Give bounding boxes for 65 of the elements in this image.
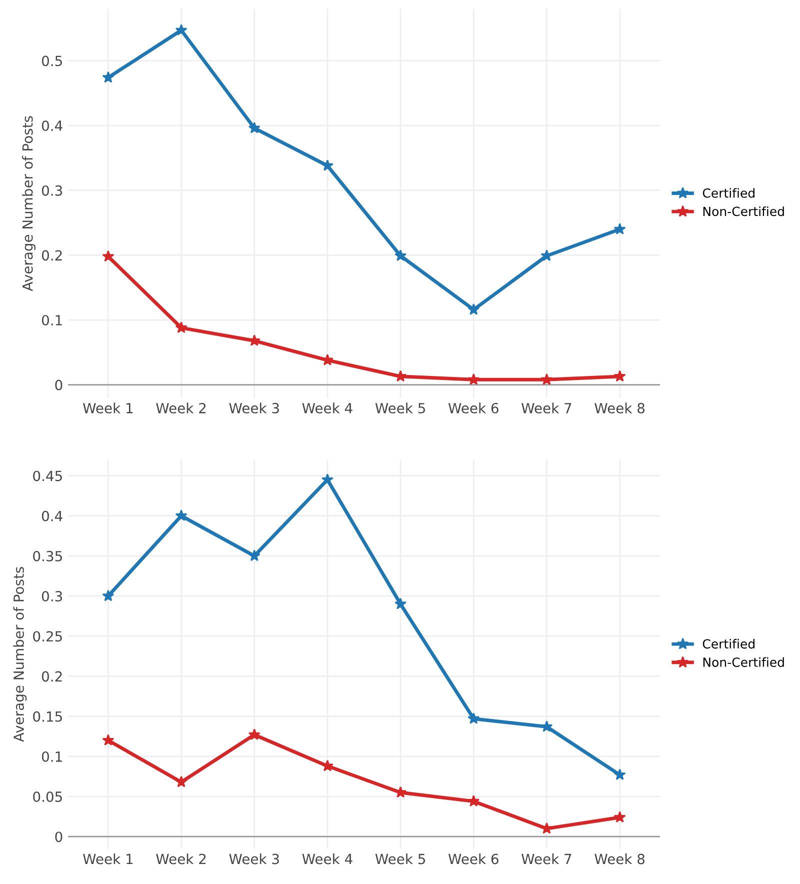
y-axis-title: Average Number of Posts (13, 566, 27, 742)
x-tick-label: Week 4 (302, 402, 352, 414)
point (102, 250, 114, 262)
y-tick-label: 0.4 (42, 120, 62, 131)
point (468, 712, 480, 724)
y-tick-label: 0.15 (33, 711, 62, 722)
legend-label: Non-Certified (703, 657, 784, 667)
point (614, 223, 626, 234)
y-tick-label: 0.3 (42, 590, 62, 602)
point (468, 795, 480, 807)
point (321, 473, 334, 485)
legend-label: Non-Certified (703, 206, 784, 216)
point (248, 334, 260, 346)
x-tick-label: Week 7 (522, 854, 572, 864)
point (102, 590, 114, 602)
x-tick-label: Week 6 (448, 402, 498, 414)
y-tick-label: 0.25 (33, 631, 62, 642)
x-tick-label: Week 4 (302, 854, 352, 864)
y-tick-label: 0.2 (42, 671, 62, 682)
point (614, 768, 626, 780)
y-axis-title: Average Number of Posts (22, 116, 36, 292)
point (540, 720, 553, 732)
x-tick-label: Week 3 (229, 854, 279, 864)
y-tick-label: 0.2 (42, 250, 62, 261)
x-tick-label: Week 6 (448, 854, 498, 864)
y-tick-label: 0 (55, 380, 62, 390)
point (540, 373, 553, 385)
point (614, 811, 626, 823)
point (175, 322, 188, 333)
y-tick-label: 0.1 (42, 751, 62, 762)
x-tick-label: Week 7 (522, 402, 572, 414)
y-tick-label: 0.5 (42, 56, 62, 66)
x-tick-label: Week 1 (83, 854, 133, 864)
y-tick-label: 0.1 (42, 314, 62, 326)
x-tick-label: Week 5 (375, 854, 425, 864)
legend-label: Certified (702, 638, 754, 649)
point (468, 373, 480, 385)
x-tick-label: Week 5 (375, 402, 425, 414)
point (394, 598, 407, 610)
y-tick-label: 0.35 (33, 550, 62, 562)
point (102, 734, 114, 746)
x-tick-label: Week 3 (229, 402, 279, 414)
point (248, 122, 260, 134)
legend-label: Certified (702, 188, 754, 198)
y-tick-label: 0.3 (42, 185, 62, 196)
x-tick-label: Week 1 (83, 402, 133, 414)
point (614, 370, 626, 382)
y-tick-label: 0.4 (42, 510, 62, 522)
point (394, 250, 407, 262)
y-tick-label: 0.05 (33, 791, 62, 802)
y-tick-label: 0 (55, 832, 62, 842)
x-tick-label: Week 8 (594, 854, 644, 864)
point (321, 159, 334, 171)
point (468, 303, 480, 315)
point (248, 550, 260, 562)
y-tick-label: 0.45 (33, 470, 62, 482)
x-tick-label: Week 2 (156, 854, 206, 864)
point (175, 24, 188, 36)
x-tick-label: Week 2 (156, 402, 206, 414)
point (175, 510, 188, 522)
x-tick-label: Week 8 (594, 402, 644, 414)
point (175, 776, 188, 788)
point (248, 728, 260, 740)
point (321, 760, 334, 772)
point (102, 71, 114, 83)
